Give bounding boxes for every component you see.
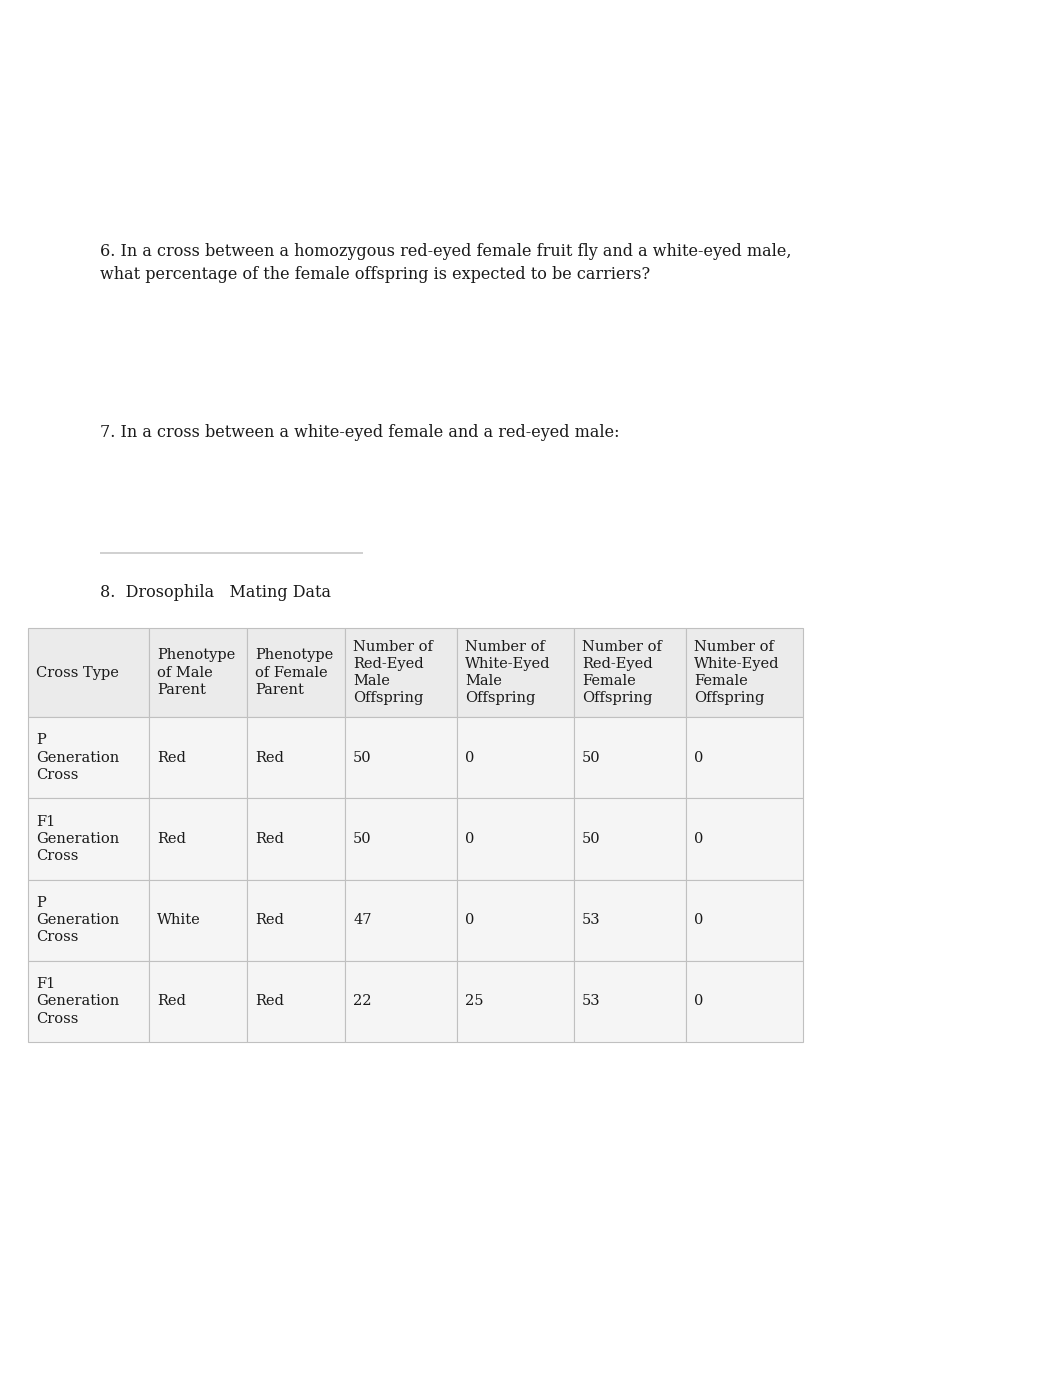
- Bar: [345, 717, 457, 798]
- Text: Red: Red: [255, 751, 284, 765]
- Bar: [149, 717, 247, 798]
- Bar: [28, 960, 149, 1042]
- Bar: [686, 798, 803, 879]
- Text: Phenotype
of Female
Parent: Phenotype of Female Parent: [255, 648, 333, 696]
- Bar: [247, 627, 345, 717]
- Text: 0: 0: [695, 914, 703, 927]
- Text: F1
Generation
Cross: F1 Generation Cross: [36, 815, 119, 863]
- Bar: [28, 717, 149, 798]
- Text: Number of
White-Eyed
Male
Offspring: Number of White-Eyed Male Offspring: [465, 640, 550, 706]
- Bar: [575, 627, 686, 717]
- Text: Cross Type: Cross Type: [36, 666, 119, 680]
- Bar: [575, 717, 686, 798]
- Bar: [457, 717, 575, 798]
- Text: P
Generation
Cross: P Generation Cross: [36, 896, 119, 944]
- Text: 53: 53: [582, 914, 601, 927]
- Bar: [686, 960, 803, 1042]
- Bar: [575, 798, 686, 879]
- Text: 50: 50: [582, 751, 601, 765]
- Text: Red: Red: [157, 751, 186, 765]
- Text: Number of
Red-Eyed
Female
Offspring: Number of Red-Eyed Female Offspring: [582, 640, 662, 706]
- Bar: [686, 879, 803, 960]
- Text: Number of
Red-Eyed
Male
Offspring: Number of Red-Eyed Male Offspring: [353, 640, 433, 706]
- Text: Red: Red: [255, 832, 284, 846]
- Bar: [247, 960, 345, 1042]
- Bar: [28, 627, 149, 717]
- Bar: [149, 879, 247, 960]
- Bar: [247, 798, 345, 879]
- Bar: [457, 879, 575, 960]
- Bar: [247, 717, 345, 798]
- Text: 8.  Drosophila   Mating Data: 8. Drosophila Mating Data: [100, 583, 331, 601]
- Text: Red: Red: [157, 832, 186, 846]
- Bar: [457, 798, 575, 879]
- Bar: [686, 717, 803, 798]
- Text: F1
Generation
Cross: F1 Generation Cross: [36, 977, 119, 1025]
- Bar: [28, 879, 149, 960]
- Bar: [247, 879, 345, 960]
- Text: 7. In a cross between a white-eyed female and a red-eyed male:: 7. In a cross between a white-eyed femal…: [100, 424, 619, 440]
- Text: Red: Red: [255, 914, 284, 927]
- Text: 0: 0: [465, 751, 475, 765]
- Text: 0: 0: [465, 914, 475, 927]
- Bar: [345, 798, 457, 879]
- Bar: [28, 798, 149, 879]
- Text: 0: 0: [695, 832, 703, 846]
- Text: 50: 50: [582, 832, 601, 846]
- Text: 22: 22: [353, 995, 372, 1009]
- Bar: [345, 879, 457, 960]
- Text: Red: Red: [255, 995, 284, 1009]
- Text: Red: Red: [157, 995, 186, 1009]
- Text: 0: 0: [695, 995, 703, 1009]
- Bar: [345, 627, 457, 717]
- Bar: [149, 798, 247, 879]
- Bar: [575, 960, 686, 1042]
- Text: 0: 0: [695, 751, 703, 765]
- Bar: [575, 879, 686, 960]
- Bar: [149, 627, 247, 717]
- Text: 50: 50: [353, 832, 372, 846]
- Bar: [457, 960, 575, 1042]
- Text: White: White: [157, 914, 201, 927]
- Text: 53: 53: [582, 995, 601, 1009]
- Text: 25: 25: [465, 995, 483, 1009]
- Text: 50: 50: [353, 751, 372, 765]
- Text: Phenotype
of Male
Parent: Phenotype of Male Parent: [157, 648, 236, 696]
- Text: 6. In a cross between a homozygous red-eyed female fruit fly and a white-eyed ma: 6. In a cross between a homozygous red-e…: [100, 244, 791, 260]
- Text: 47: 47: [353, 914, 372, 927]
- Text: P
Generation
Cross: P Generation Cross: [36, 733, 119, 782]
- Bar: [457, 627, 575, 717]
- Text: 0: 0: [465, 832, 475, 846]
- Bar: [149, 960, 247, 1042]
- Text: what percentage of the female offspring is expected to be carriers?: what percentage of the female offspring …: [100, 266, 650, 283]
- Bar: [686, 627, 803, 717]
- Text: Number of
White-Eyed
Female
Offspring: Number of White-Eyed Female Offspring: [695, 640, 780, 706]
- Bar: [345, 960, 457, 1042]
